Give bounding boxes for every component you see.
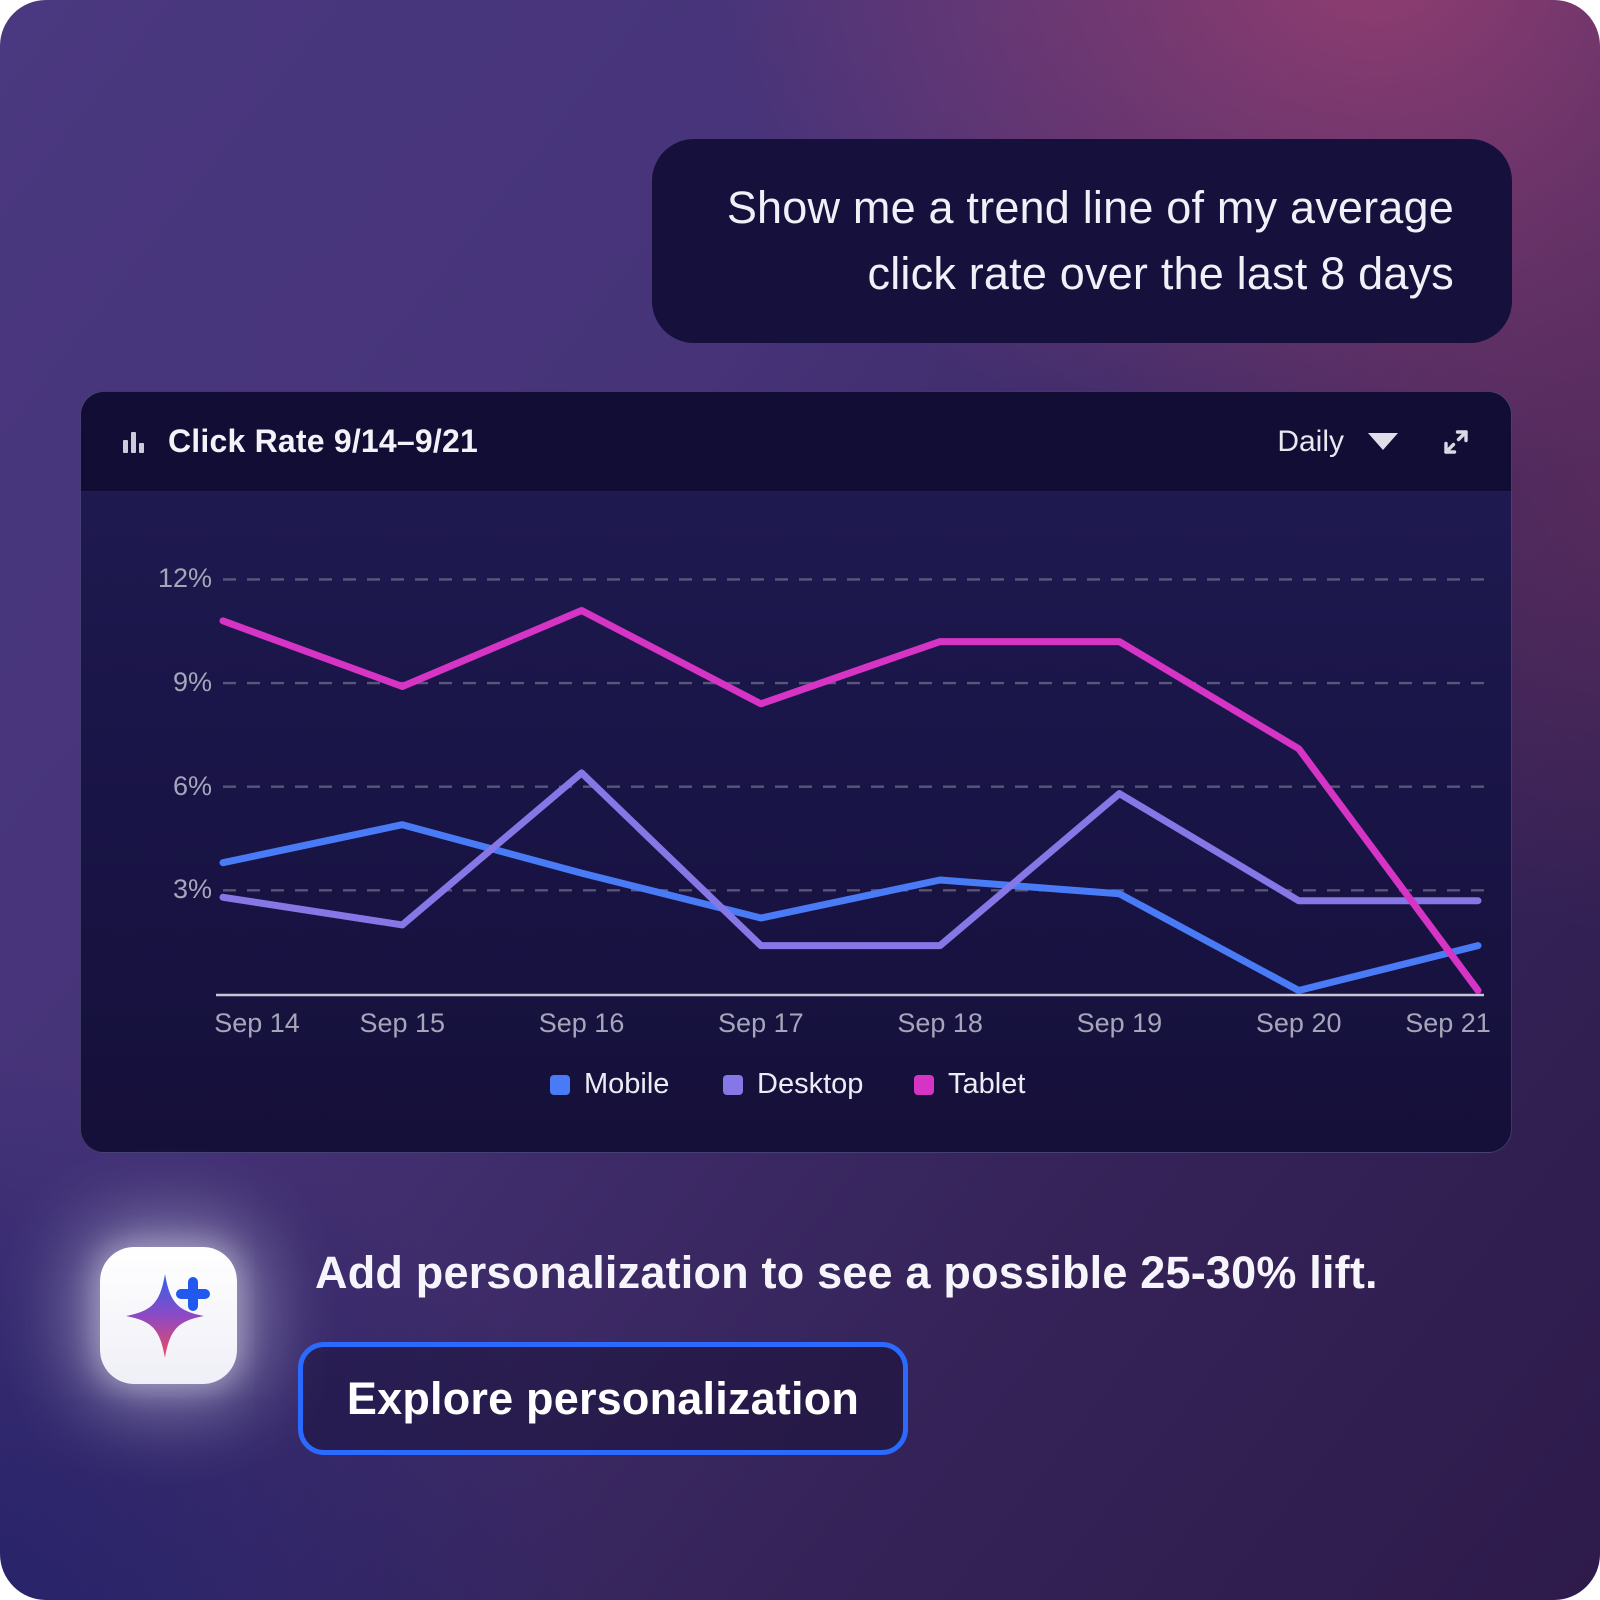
y-axis-label-9%: 9% (172, 666, 212, 697)
interval-dropdown-value: Daily (1277, 424, 1344, 458)
legend-swatch-tablet (914, 1074, 934, 1095)
assistant-app-icon (100, 1247, 237, 1384)
sparkle-plus-icon (125, 1273, 210, 1358)
expand-button[interactable] (1438, 424, 1474, 460)
x-axis-label-sep-17: Sep 17 (718, 1008, 804, 1038)
insight-headline: Add personalization to see a possible 25… (315, 1247, 1378, 1298)
x-axis-label-sep-15: Sep 15 (359, 1008, 446, 1038)
y-axis-label-12%: 12% (157, 563, 212, 594)
expand-arrows-icon (1444, 429, 1468, 454)
interval-dropdown[interactable]: Daily (1277, 425, 1398, 459)
x-axis-label-sep-19: Sep 19 (1076, 1008, 1163, 1038)
legend-label-tablet: Tablet (948, 1068, 1026, 1100)
legend-item-mobile: Mobile (550, 1068, 669, 1101)
x-axis-label-sep-16: Sep 16 (538, 1008, 625, 1038)
x-axis-label-sep-20: Sep 20 (1255, 1008, 1342, 1038)
chevron-down-icon (1368, 433, 1398, 450)
x-axis-label-sep-14: Sep 14 (214, 1008, 300, 1038)
y-axis-label-3%: 3% (172, 874, 212, 905)
legend-label-desktop: Desktop (757, 1068, 864, 1100)
x-axis-label-sep-21: Sep 21 (1405, 1008, 1491, 1038)
bar-chart-icon (123, 431, 144, 453)
chart-card-header: Click Rate 9/14–9/21 Daily (81, 392, 1511, 492)
legend-swatch-mobile (550, 1074, 570, 1095)
chat-bubble: Show me a trend line of my average click… (652, 139, 1512, 343)
chart-header-controls: Daily (1277, 424, 1474, 460)
legend-item-tablet: Tablet (914, 1068, 1025, 1101)
y-axis-label-6%: 6% (172, 770, 212, 801)
chart-title: Click Rate 9/14–9/21 (168, 423, 478, 459)
x-axis-label-sep-18: Sep 18 (897, 1008, 983, 1038)
legend-swatch-desktop (723, 1074, 743, 1095)
explore-personalization-button[interactable]: Explore personalization (298, 1342, 908, 1455)
legend-label-mobile: Mobile (584, 1068, 670, 1100)
chat-bubble-text: Show me a trend line of my average click… (726, 182, 1454, 299)
legend-item-desktop: Desktop (723, 1068, 863, 1101)
